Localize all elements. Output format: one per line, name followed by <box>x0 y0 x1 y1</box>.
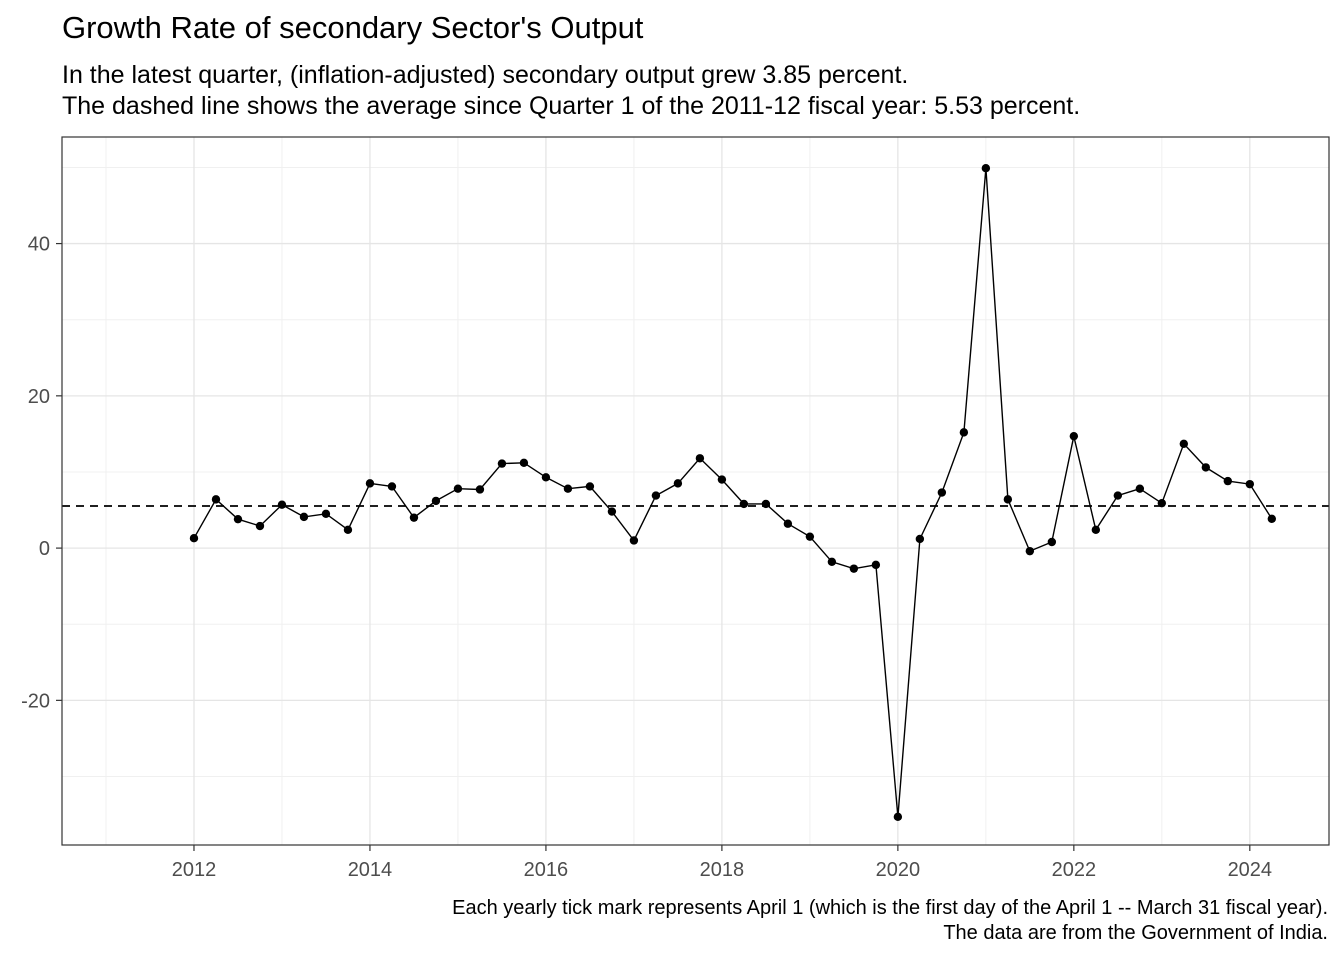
y-tick-label: 0 <box>39 538 50 560</box>
y-tick-label: 40 <box>28 234 50 256</box>
data-point <box>981 164 991 173</box>
chart-caption-line-2: The data are from the Government of Indi… <box>943 922 1328 944</box>
data-point <box>453 484 463 493</box>
data-point <box>321 509 331 519</box>
data-point <box>1069 431 1079 441</box>
data-point <box>717 475 727 484</box>
data-point <box>761 499 771 509</box>
data-point <box>1091 525 1101 535</box>
data-point <box>695 454 705 463</box>
data-point <box>783 519 793 528</box>
series-layer <box>193 168 1273 817</box>
data-point <box>299 512 309 522</box>
data-point <box>629 536 639 545</box>
y-tick-label: 20 <box>28 386 50 408</box>
data-point <box>915 534 925 544</box>
data-point <box>805 532 815 541</box>
y-tick-label: -20 <box>21 690 50 712</box>
data-point <box>211 495 221 504</box>
chart-caption-line-1: Each yearly tick mark represents April 1… <box>452 897 1328 919</box>
data-point <box>519 458 529 468</box>
data-point <box>849 564 859 573</box>
data-point <box>739 499 749 509</box>
chart-subtitle-line-1: In the latest quarter, (inflation-adjust… <box>62 61 909 89</box>
data-point <box>189 534 199 543</box>
data-point <box>959 428 969 437</box>
data-point <box>585 482 595 491</box>
data-point <box>1003 495 1013 504</box>
x-tick-label: 2014 <box>348 859 393 881</box>
data-point <box>827 557 837 566</box>
x-tick-label: 2022 <box>1052 859 1097 881</box>
data-point <box>1245 479 1255 489</box>
series-line <box>193 168 1273 817</box>
data-point <box>1047 537 1057 547</box>
data-point <box>277 500 287 509</box>
data-point <box>937 488 947 497</box>
data-point <box>343 525 353 535</box>
chart-subtitle-line-2: The dashed line shows the average since … <box>62 92 1081 120</box>
data-point <box>365 479 375 488</box>
data-point <box>871 560 881 570</box>
data-point <box>1179 439 1189 448</box>
data-point <box>673 479 683 488</box>
x-tick-label: 2012 <box>172 859 217 881</box>
data-point <box>1135 484 1145 493</box>
data-point <box>607 507 617 516</box>
data-point <box>1223 476 1233 486</box>
minor-gridlines <box>62 137 1329 845</box>
data-point <box>1201 463 1211 472</box>
chart-title: Growth Rate of secondary Sector's Output <box>62 10 644 45</box>
data-point <box>651 491 661 500</box>
points-layer <box>189 164 1277 822</box>
data-point <box>563 484 573 493</box>
data-point <box>893 812 903 822</box>
data-point <box>475 485 485 494</box>
x-tick-label: 2018 <box>700 859 745 881</box>
data-point <box>1267 514 1277 523</box>
x-tick-label: 2016 <box>524 859 569 881</box>
data-point <box>255 521 265 531</box>
data-point <box>541 473 551 482</box>
data-point <box>233 514 243 524</box>
x-tick-label: 2024 <box>1228 859 1273 881</box>
data-point <box>409 513 419 522</box>
x-tick-label: 2020 <box>876 859 921 881</box>
axis-layer: 2012 2014 2016 2018 2020 2022 2024 -20 0 20 40 <box>21 234 1272 881</box>
plot-panel-border <box>61 136 1330 846</box>
major-gridlines <box>62 137 1329 845</box>
data-point <box>431 496 441 506</box>
data-point <box>1157 498 1167 508</box>
data-point <box>1025 546 1035 556</box>
data-point <box>497 459 507 468</box>
data-point <box>1113 491 1123 500</box>
data-point <box>387 482 397 491</box>
